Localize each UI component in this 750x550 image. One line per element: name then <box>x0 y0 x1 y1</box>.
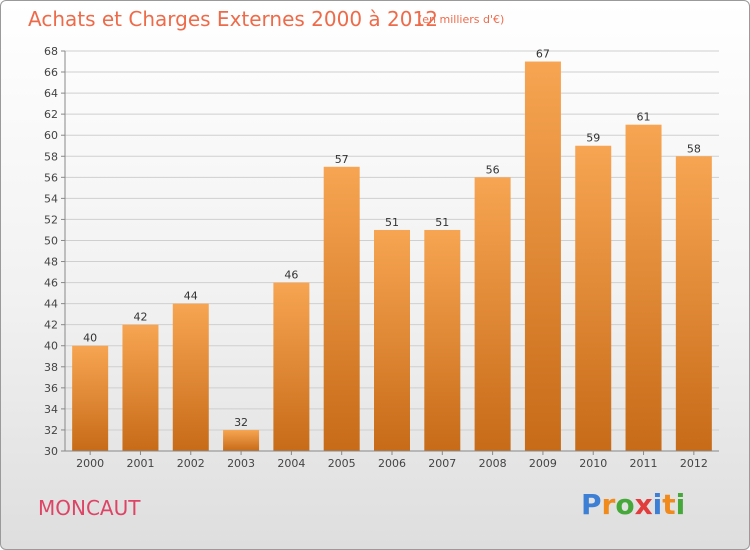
x-tick-label: 2008 <box>479 457 507 470</box>
data-label: 58 <box>687 142 701 155</box>
bar-2005 <box>323 166 360 451</box>
y-tick-label: 60 <box>44 129 58 142</box>
y-tick-label: 62 <box>44 108 58 121</box>
y-tick-label: 56 <box>44 171 58 184</box>
x-tick-label: 2003 <box>227 457 255 470</box>
x-tick-label: 2004 <box>277 457 305 470</box>
bars <box>72 61 712 452</box>
bar-2011 <box>625 124 662 452</box>
data-label: 42 <box>133 311 147 324</box>
logo-letter: t <box>662 488 676 521</box>
y-tick-label: 38 <box>44 361 58 374</box>
bar-2004 <box>273 282 310 451</box>
logo-letter: x <box>634 488 653 521</box>
place-name: MONCAUT <box>38 496 141 520</box>
x-tick-label: 2002 <box>177 457 205 470</box>
x-tick-label: 2011 <box>630 457 658 470</box>
logo-letter: i <box>675 488 686 521</box>
data-labels: 40 42 44 32 46 57 51 51 56 67 59 61 58 <box>83 48 701 429</box>
y-tick-label: 66 <box>44 66 58 79</box>
data-label: 46 <box>284 269 298 282</box>
x-tick-label: 2006 <box>378 457 406 470</box>
proxiti-logo: Proxiti <box>581 488 685 521</box>
bar-2008 <box>474 177 511 451</box>
chart-title: Achats et Charges Externes 2000 à 2012 <box>28 7 438 31</box>
x-tick-label: 2012 <box>680 457 708 470</box>
y-tick-label: 64 <box>44 87 58 100</box>
y-tick-label: 40 <box>44 340 58 353</box>
bar-2003 <box>223 429 260 451</box>
y-tick-label: 34 <box>44 403 58 416</box>
logo-letter: P <box>581 488 602 521</box>
y-tick-label: 68 <box>44 45 58 58</box>
data-label: 44 <box>184 290 198 303</box>
y-tick-label: 54 <box>44 192 58 205</box>
y-tick-label: 58 <box>44 150 58 163</box>
x-tick-label: 2007 <box>428 457 456 470</box>
x-tick-label: 2010 <box>579 457 607 470</box>
y-tick-label: 42 <box>44 319 58 332</box>
logo-letter: r <box>601 488 616 521</box>
x-tick-label: 2005 <box>328 457 356 470</box>
x-axis-ticks: 2000 2001 2002 2003 2004 2005 2006 2007 2008 2009… <box>76 451 708 470</box>
bar-2006 <box>374 229 410 451</box>
x-tick-label: 2009 <box>529 457 557 470</box>
bar-2002 <box>172 303 209 451</box>
logo-letter: i <box>652 488 663 521</box>
bar-2012 <box>675 156 712 451</box>
data-label: 40 <box>83 332 97 345</box>
data-label: 51 <box>435 216 449 229</box>
data-label: 32 <box>234 416 248 429</box>
x-tick-label: 2000 <box>76 457 104 470</box>
bar-2001 <box>122 324 159 451</box>
axes <box>64 51 719 452</box>
y-tick-label: 50 <box>44 234 58 247</box>
y-axis-ticks: 30 32 34 36 38 40 42 44 46 48 50 52 54 56 58 60 62 64 66 68 <box>44 45 65 458</box>
data-label: 51 <box>385 216 399 229</box>
bar-2007 <box>424 229 461 451</box>
y-tick-label: 48 <box>44 256 58 269</box>
data-label: 67 <box>536 48 550 61</box>
data-label: 57 <box>335 153 349 166</box>
y-tick-label: 52 <box>44 213 58 226</box>
y-tick-label: 30 <box>44 445 58 458</box>
y-tick-label: 46 <box>44 277 58 290</box>
y-tick-label: 44 <box>44 298 58 311</box>
y-tick-label: 32 <box>44 424 58 437</box>
data-label: 61 <box>637 111 651 124</box>
bar-2000 <box>72 345 109 451</box>
data-label: 59 <box>586 132 600 145</box>
chart-unit: (en milliers d'€) <box>418 13 505 26</box>
logo-letter: o <box>615 488 635 521</box>
x-tick-label: 2001 <box>126 457 154 470</box>
bar-2009 <box>524 61 561 452</box>
bar-2010 <box>575 145 612 451</box>
y-tick-label: 36 <box>44 382 58 395</box>
data-label: 56 <box>486 163 500 176</box>
